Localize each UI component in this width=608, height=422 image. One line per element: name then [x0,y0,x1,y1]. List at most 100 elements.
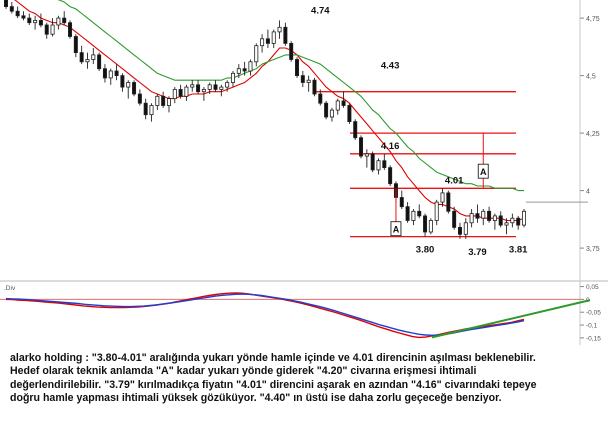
candle-body [33,19,38,24]
candle [44,22,49,39]
candle [196,80,201,94]
candle-body [469,213,474,224]
candle-body [306,79,311,83]
candle-body [132,82,137,95]
indicator-tick-label: -0,05 [586,310,601,317]
price-tick-label: 3,75 [586,246,600,253]
candle [108,68,113,85]
price-level-label: 4.43 [381,61,400,72]
candle-body [44,24,49,35]
candle [21,11,26,21]
candle-body [248,61,253,72]
candle-body [254,45,259,63]
candle [38,13,43,28]
price-level-label: 3.79 [468,247,487,258]
candle [178,84,183,99]
candle [504,218,509,235]
candle-body [219,86,224,90]
candle-body [452,210,457,228]
candle [318,89,323,106]
candle-body [347,105,352,123]
candle-body [149,105,154,116]
analysis-commentary: alarko holding : "3.80-4.01" aralığında … [10,352,600,406]
candle [50,18,55,37]
candle-body [79,52,84,63]
candle-body [143,102,148,116]
candle [97,52,102,71]
candle [149,103,154,122]
candle [126,80,131,99]
candle [411,209,416,226]
candle-body [114,70,119,76]
candle-body [382,160,387,168]
candle-body [510,217,515,224]
candle-body [417,210,422,217]
candle-body [504,222,509,226]
candle [265,29,270,48]
candle [370,151,375,173]
divergence-trendline [431,299,591,339]
candle [475,204,480,223]
candle-body [73,36,78,54]
candle-body [481,210,486,219]
candle-body [97,54,102,70]
candle-body [440,192,445,203]
candle-body [102,68,107,79]
candle [277,20,282,39]
candle-body [201,89,206,93]
candle [27,13,32,25]
candle-body [85,59,90,63]
candle-body [3,0,9,8]
candle-body [370,153,375,171]
candle-body [126,82,131,88]
candle-body [260,38,265,47]
indicator-tick-label: -0,1 [586,323,598,330]
candle [382,153,387,170]
candle-body [318,93,323,104]
candle [452,206,457,230]
candle [335,98,340,115]
candle-body [376,160,381,171]
candle [9,2,14,14]
candle-body [475,213,480,219]
candle [120,73,125,92]
candle [428,218,433,235]
candle [487,206,492,223]
target-box [390,221,402,237]
price-level-label: 3.80 [416,245,435,256]
candle-body [492,215,497,221]
candle-body [166,98,171,106]
candle-body [184,86,189,97]
candle-body [9,6,14,12]
candle [434,199,439,226]
candle [207,82,212,94]
candle-body [423,215,428,233]
price-chart: 4.74 4.43 4.16 4.01 3.80 3.79 3.81 A A 4,75 4,5 4,… [0,0,608,345]
candle-body [434,201,439,221]
candle [62,11,67,25]
candle [457,222,462,239]
price-tick-label: 4,5 [586,74,596,81]
candle [516,215,521,230]
candle-body [242,68,247,72]
candle-body [335,100,340,111]
candle-body [283,26,288,44]
candle [132,80,137,97]
candle [213,80,218,92]
candle [225,80,230,92]
candle-body [190,84,195,88]
candle-body [300,75,305,83]
candle [399,190,404,209]
candle-body [172,89,177,100]
candle-body [236,68,241,74]
candle-body [487,210,492,221]
price-level-label: 4.74 [311,6,330,17]
candle [306,75,311,92]
candle-body [230,72,235,83]
candle-body [353,121,358,139]
indicator-tick-label: -0,15 [586,335,601,342]
candle [492,213,497,230]
candle [446,190,451,214]
candle [289,41,294,62]
candle [364,149,369,168]
